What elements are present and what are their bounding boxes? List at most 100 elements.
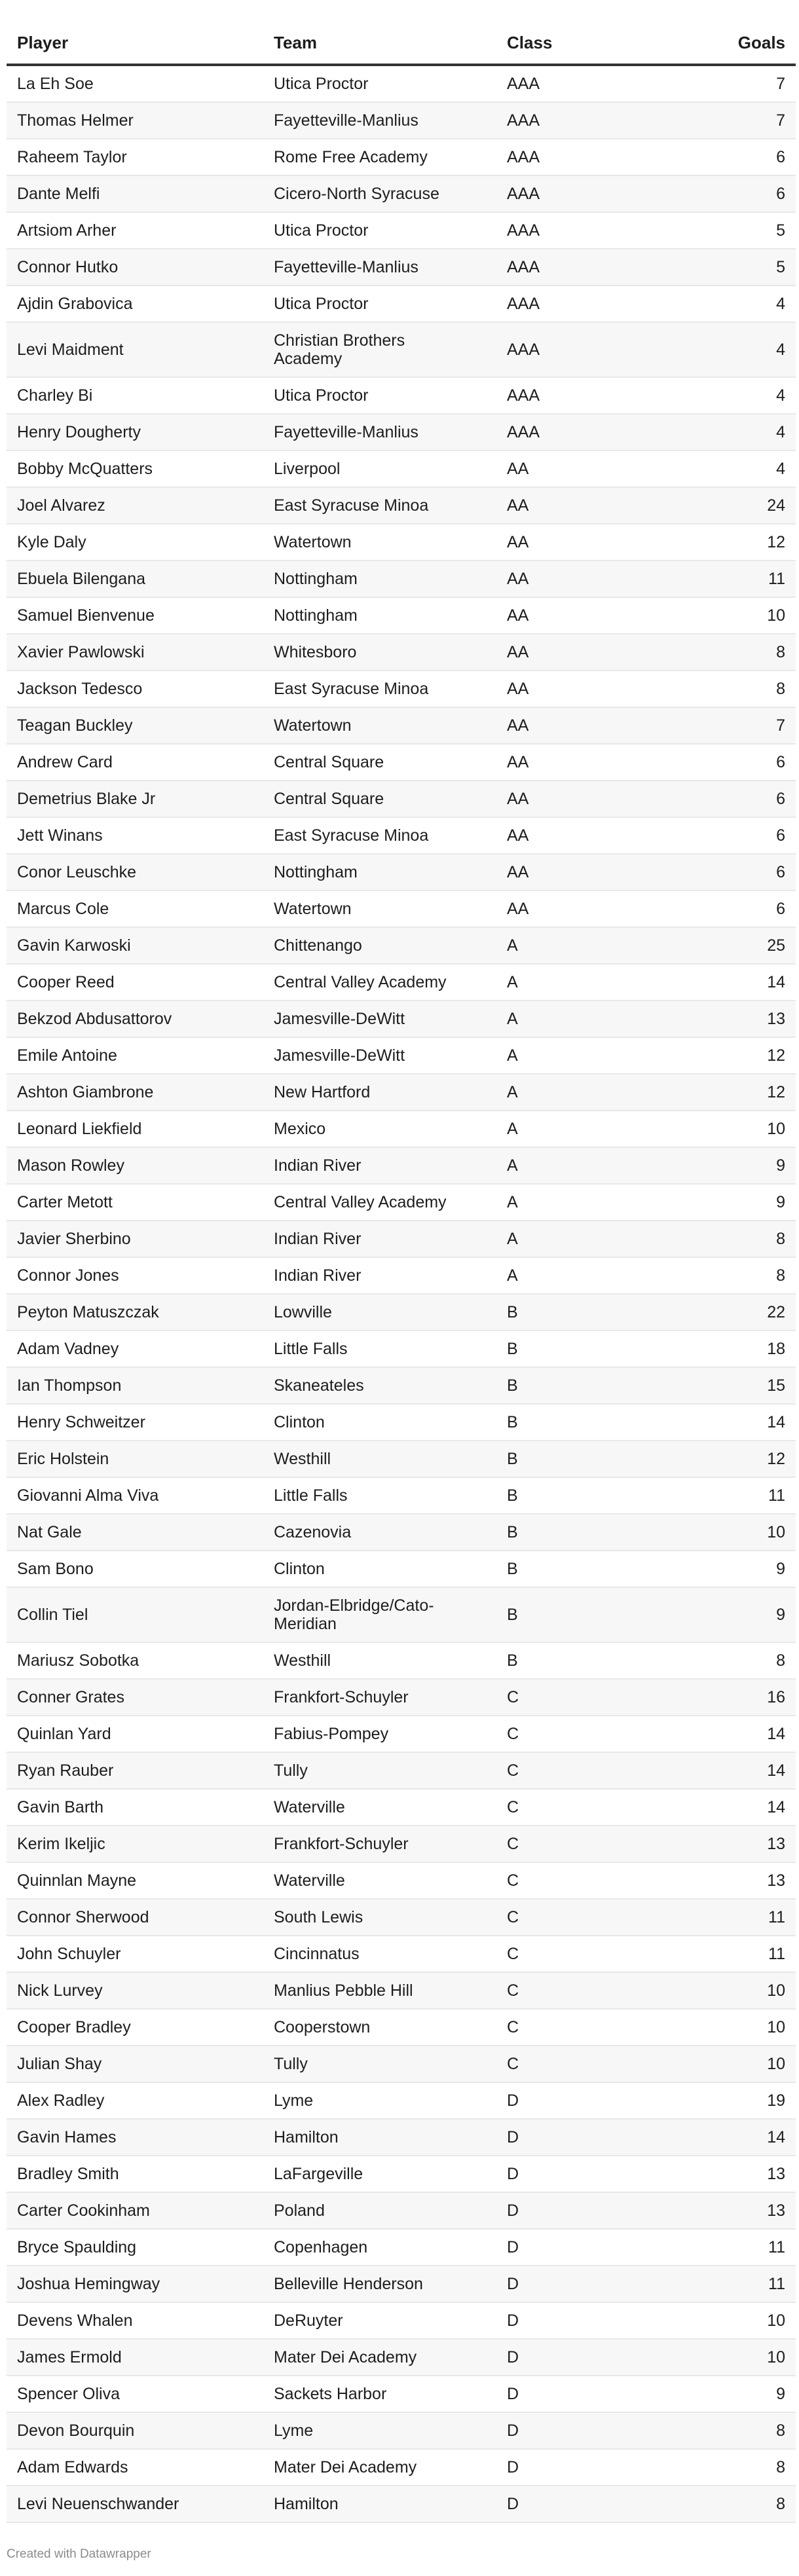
class-cell: AA <box>496 597 683 635</box>
player-cell: Peyton Matuszczak <box>7 1294 263 1331</box>
class-cell: D <box>496 2082 683 2120</box>
table-row: Quinnlan Mayne Waterville C 13 <box>7 1862 796 1900</box>
player-cell: Quinlan Yard <box>7 1716 263 1753</box>
table-row: Giovanni Alma Viva Little Falls B 11 <box>7 1477 796 1515</box>
class-cell: D <box>496 2229 683 2266</box>
table-row: Dante Melfi Cicero-North Syracuse AAA 6 <box>7 175 796 213</box>
team-cell: Utica Proctor <box>263 377 496 414</box>
class-cell: C <box>496 1936 683 1973</box>
table-row: Bekzod Abdusattorov Jamesville-DeWitt A 13 <box>7 1001 796 1038</box>
team-cell: Lowville <box>263 1294 496 1331</box>
table-row: Samuel Bienvenue Nottingham AA 10 <box>7 597 796 635</box>
datawrapper-credit[interactable]: Created with Datawrapper <box>7 2547 151 2561</box>
team-cell: DeRuyter <box>263 2302 496 2340</box>
header-player[interactable]: Player <box>7 24 263 66</box>
class-cell: C <box>496 1826 683 1863</box>
player-cell: Julian Shay <box>7 2046 263 2083</box>
team-cell: East Syracuse Minoa <box>263 817 496 855</box>
team-cell: Central Valley Academy <box>263 1184 496 1221</box>
table-row: Carter Cookinham Poland D 13 <box>7 2192 796 2230</box>
table-row: Peyton Matuszczak Lowville B 22 <box>7 1294 796 1331</box>
team-cell: Waterville <box>263 1789 496 1826</box>
team-cell: Jordan-Elbridge/Cato-Meridian <box>263 1587 496 1643</box>
player-cell: Gavin Barth <box>7 1789 263 1826</box>
player-cell: John Schuyler <box>7 1936 263 1973</box>
player-cell: Thomas Helmer <box>7 102 263 139</box>
table-row: Carter Metott Central Valley Academy A 9 <box>7 1184 796 1221</box>
player-cell: Bryce Spaulding <box>7 2229 263 2266</box>
table-row: Connor Hutko Fayetteville-Manlius AAA 5 <box>7 249 796 286</box>
table-row: Jackson Tedesco East Syracuse Minoa AA 8 <box>7 671 796 708</box>
team-cell: New Hartford <box>263 1074 496 1111</box>
player-cell: Ashton Giambrone <box>7 1074 263 1111</box>
team-cell: Skaneateles <box>263 1367 496 1405</box>
team-cell: Westhill <box>263 1642 496 1680</box>
team-cell: Liverpool <box>263 451 496 488</box>
class-cell: D <box>496 2486 683 2523</box>
player-cell: Nat Gale <box>7 1514 263 1551</box>
table-row: Mason Rowley Indian River A 9 <box>7 1147 796 1185</box>
player-cell: Devon Bourquin <box>7 2412 263 2450</box>
goals-cell: 11 <box>683 1899 796 1936</box>
team-cell: Fayetteville-Manlius <box>263 249 496 286</box>
player-cell: Adam Edwards <box>7 2449 263 2486</box>
goals-cell: 8 <box>683 1221 796 1258</box>
table-header-row: Player Team Class Goals <box>7 24 796 66</box>
goals-cell: 16 <box>683 1679 796 1716</box>
class-cell: AA <box>496 891 683 928</box>
team-cell: Whitesboro <box>263 634 496 671</box>
class-cell: A <box>496 1257 683 1295</box>
player-cell: Connor Sherwood <box>7 1899 263 1936</box>
table-row: Thomas Helmer Fayetteville-Manlius AAA 7 <box>7 102 796 139</box>
table-row: Ryan Rauber Tully C 14 <box>7 1752 796 1790</box>
table-row: Conner Grates Frankfort-Schuyler C 16 <box>7 1679 796 1716</box>
team-cell: Nottingham <box>263 597 496 635</box>
class-cell: AAA <box>496 414 683 451</box>
class-cell: C <box>496 2009 683 2046</box>
header-goals[interactable]: Goals <box>683 24 796 66</box>
table-row: Spencer Oliva Sackets Harbor D 9 <box>7 2376 796 2413</box>
table-row: Connor Sherwood South Lewis C 11 <box>7 1899 796 1936</box>
table-row: Nick Lurvey Manlius Pebble Hill C 10 <box>7 1972 796 2010</box>
header-class[interactable]: Class <box>496 24 683 66</box>
header-team[interactable]: Team <box>263 24 496 66</box>
team-cell: LaFargeville <box>263 2156 496 2193</box>
goals-cell: 6 <box>683 175 796 213</box>
team-cell: Clinton <box>263 1404 496 1441</box>
class-cell: C <box>496 1899 683 1936</box>
goals-cell: 5 <box>683 249 796 286</box>
team-cell: Clinton <box>263 1551 496 1588</box>
player-cell: Bradley Smith <box>7 2156 263 2193</box>
team-cell: Watertown <box>263 524 496 561</box>
team-cell: Hamilton <box>263 2486 496 2523</box>
table-body: La Eh Soe Utica Proctor AAA 7 Thomas Helmer F… <box>7 65 796 2523</box>
class-cell: AA <box>496 744 683 781</box>
team-cell: Copenhagen <box>263 2229 496 2266</box>
player-cell: Spencer Oliva <box>7 2376 263 2413</box>
player-cell: Charley Bi <box>7 377 263 414</box>
table-row: Charley Bi Utica Proctor AAA 4 <box>7 377 796 414</box>
goals-cell: 13 <box>683 1826 796 1863</box>
goals-cell: 11 <box>683 1477 796 1515</box>
goals-cell: 13 <box>683 2192 796 2230</box>
team-cell: Rome Free Academy <box>263 139 496 176</box>
goals-cell: 9 <box>683 1587 796 1643</box>
table-row: Kerim Ikeljic Frankfort-Schuyler C 13 <box>7 1826 796 1863</box>
table-row: Ajdin Grabovica Utica Proctor AAA 4 <box>7 285 796 323</box>
table-row: Jett Winans East Syracuse Minoa AA 6 <box>7 817 796 855</box>
team-cell: Watertown <box>263 891 496 928</box>
table-row: Quinlan Yard Fabius-Pompey C 14 <box>7 1716 796 1753</box>
player-cell: Ryan Rauber <box>7 1752 263 1790</box>
player-cell: Leonard Liekfield <box>7 1111 263 1148</box>
team-cell: Frankfort-Schuyler <box>263 1826 496 1863</box>
class-cell: A <box>496 1221 683 1258</box>
team-cell: Utica Proctor <box>263 285 496 323</box>
table-row: Henry Schweitzer Clinton B 14 <box>7 1404 796 1441</box>
class-cell: AAA <box>496 322 683 378</box>
table-row: Gavin Hames Hamilton D 14 <box>7 2119 796 2156</box>
player-cell: Sam Bono <box>7 1551 263 1588</box>
team-cell: Central Square <box>263 781 496 818</box>
class-cell: B <box>496 1331 683 1368</box>
player-cell: Jett Winans <box>7 817 263 855</box>
goals-cell: 11 <box>683 2229 796 2266</box>
